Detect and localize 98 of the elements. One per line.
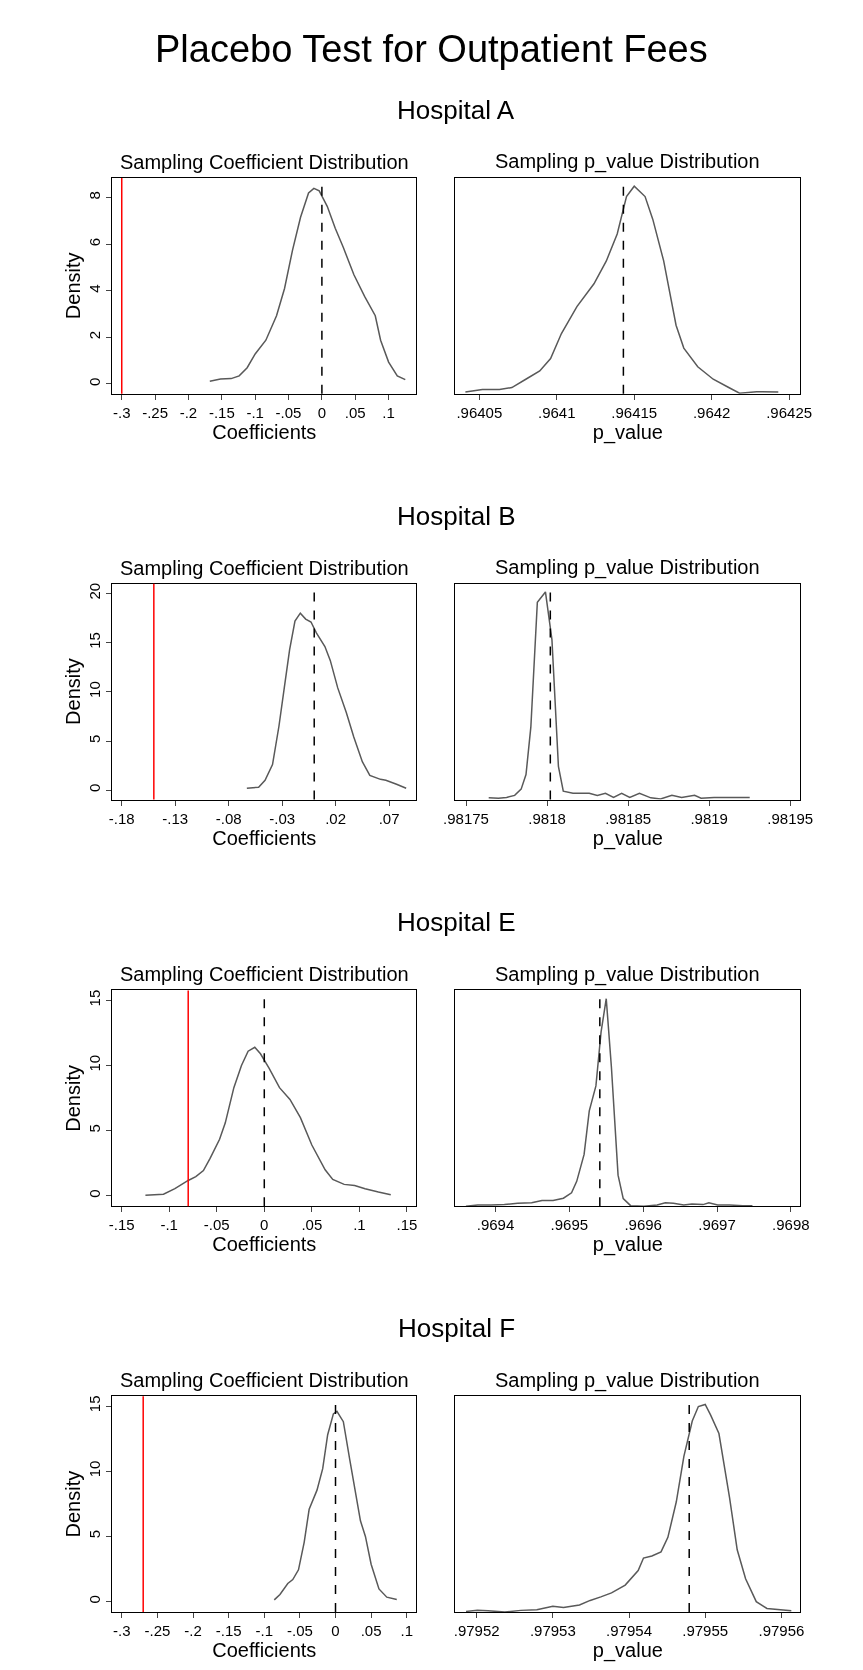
- chart-title: Sampling Coefficient Distribution: [120, 1369, 409, 1391]
- x-tick-label: -.1: [160, 1216, 178, 1234]
- x-tick-label: .07: [378, 809, 400, 827]
- y-tick-label: 0: [86, 783, 104, 793]
- line-series: [246, 612, 407, 789]
- chart-title: Sampling p_value Distribution: [495, 963, 760, 986]
- x-tick-label: 0: [331, 1622, 340, 1640]
- y-tick-label: 20: [86, 582, 104, 600]
- y-tick-label: 0: [86, 377, 104, 386]
- x-tick-label: .97953: [529, 1622, 576, 1640]
- x-tick-label: 0: [317, 403, 327, 421]
- line-series: [209, 187, 407, 382]
- x-tick-label: .15: [396, 1216, 418, 1234]
- y-axis-title: Density: [61, 1470, 84, 1538]
- line-series: [144, 1046, 392, 1197]
- x-tick-label: .05: [301, 1216, 323, 1234]
- x-tick-label: .02: [325, 809, 347, 827]
- y-tick-label: 8: [86, 191, 104, 200]
- y-tick-label: 0: [86, 1189, 104, 1198]
- y-tick-label: 0: [86, 1595, 104, 1604]
- x-tick-label: .1: [353, 1216, 366, 1234]
- x-tick-label: .9818: [528, 809, 566, 827]
- x-tick-label: .98185: [605, 809, 652, 827]
- x-tick-label: .97955: [682, 1622, 729, 1640]
- chart-title: Sampling Coefficient Distribution: [120, 557, 409, 579]
- x-tick-label: -.3: [112, 403, 131, 421]
- x-tick-label: -.1: [246, 403, 264, 421]
- y-tick-label: 4: [86, 284, 104, 293]
- x-tick-label: .1: [382, 403, 395, 421]
- x-tick-label: .97952: [453, 1622, 500, 1640]
- y-tick-label: 15: [86, 989, 104, 1007]
- y-tick-label: 5: [86, 1530, 104, 1539]
- x-tick-label: .05: [344, 403, 366, 421]
- x-tick-label: -.03: [269, 809, 296, 827]
- x-tick-label: .9641: [538, 403, 576, 421]
- x-tick-label: -.25: [144, 1622, 171, 1640]
- x-tick-label: .96425: [766, 403, 813, 421]
- x-tick-label: .96405: [456, 403, 503, 421]
- x-axis-title: Coefficients: [212, 1233, 317, 1256]
- x-tick-label: .9819: [690, 809, 728, 827]
- x-tick-label: .9696: [624, 1216, 662, 1234]
- y-tick-label: 15: [86, 632, 104, 649]
- x-tick-label: -.13: [162, 809, 189, 827]
- x-axis-title: p_value: [592, 1233, 663, 1257]
- x-axis-title: Coefficients: [212, 826, 317, 849]
- x-tick-label: .98175: [443, 809, 489, 827]
- x-tick-label: -.18: [108, 809, 135, 827]
- x-tick-label: -.15: [215, 1622, 242, 1640]
- chart-title: Sampling Coefficient Distribution: [120, 151, 409, 173]
- x-tick-label: 0: [260, 1216, 269, 1234]
- x-tick-label: .96415: [611, 403, 658, 421]
- y-axis-title: Density: [61, 252, 84, 320]
- x-tick-label: -.15: [108, 1216, 135, 1234]
- x-tick-label: -.2: [179, 403, 198, 421]
- chart-title: Sampling Coefficient Distribution: [120, 963, 409, 985]
- y-tick-label: 10: [86, 681, 104, 698]
- y-tick-label: 6: [86, 237, 104, 247]
- y-tick-label: 2: [86, 330, 104, 340]
- x-tick-label: -.05: [286, 1622, 313, 1640]
- x-tick-label: .05: [360, 1622, 382, 1640]
- chart-title: Sampling p_value Distribution: [495, 150, 760, 173]
- text: Hospital B: [397, 501, 516, 531]
- x-tick-label: .9697: [698, 1216, 736, 1234]
- text: Hospital F: [398, 1313, 516, 1343]
- x-tick-label: .98195: [767, 809, 814, 827]
- x-axis-title: p_value: [592, 826, 663, 850]
- y-tick-label: 10: [86, 1054, 104, 1072]
- x-axis-title: p_value: [592, 1639, 663, 1663]
- line-series: [273, 1410, 398, 1601]
- chart-title: Sampling p_value Distribution: [495, 556, 760, 579]
- y-tick-label: 10: [86, 1460, 104, 1478]
- x-tick-label: -.08: [215, 809, 242, 827]
- y-axis-title: Density: [61, 1064, 84, 1132]
- x-tick-label: -.15: [208, 403, 235, 421]
- x-tick-label: -.05: [275, 403, 302, 421]
- text: Hospital E: [397, 907, 516, 937]
- x-tick-label: .9694: [476, 1216, 515, 1234]
- x-axis-title: Coefficients: [212, 420, 317, 443]
- text: Placebo Test for Outpatient Fees: [155, 28, 708, 70]
- x-axis-title: Coefficients: [212, 1639, 317, 1662]
- x-tick-label: .9695: [550, 1216, 589, 1234]
- x-tick-label: -.3: [113, 1622, 131, 1640]
- x-tick-label: -.2: [184, 1622, 202, 1640]
- y-axis-title: Density: [61, 658, 84, 725]
- chart-title: Sampling p_value Distribution: [495, 1369, 760, 1392]
- x-tick-label: -.05: [203, 1216, 230, 1234]
- x-tick-label: .1: [400, 1622, 413, 1640]
- y-tick-label: 15: [86, 1395, 104, 1413]
- x-tick-label: -.1: [255, 1622, 274, 1640]
- y-tick-label: 5: [86, 734, 104, 743]
- x-axis-title: p_value: [592, 420, 663, 444]
- x-tick-label: .9698: [772, 1216, 810, 1234]
- text: Hospital A: [397, 95, 515, 125]
- x-tick-label: -.25: [142, 403, 169, 421]
- x-tick-label: .97956: [758, 1622, 805, 1640]
- x-tick-label: .97954: [606, 1622, 652, 1640]
- x-tick-label: .9642: [692, 403, 731, 421]
- y-tick-label: 5: [86, 1124, 104, 1133]
